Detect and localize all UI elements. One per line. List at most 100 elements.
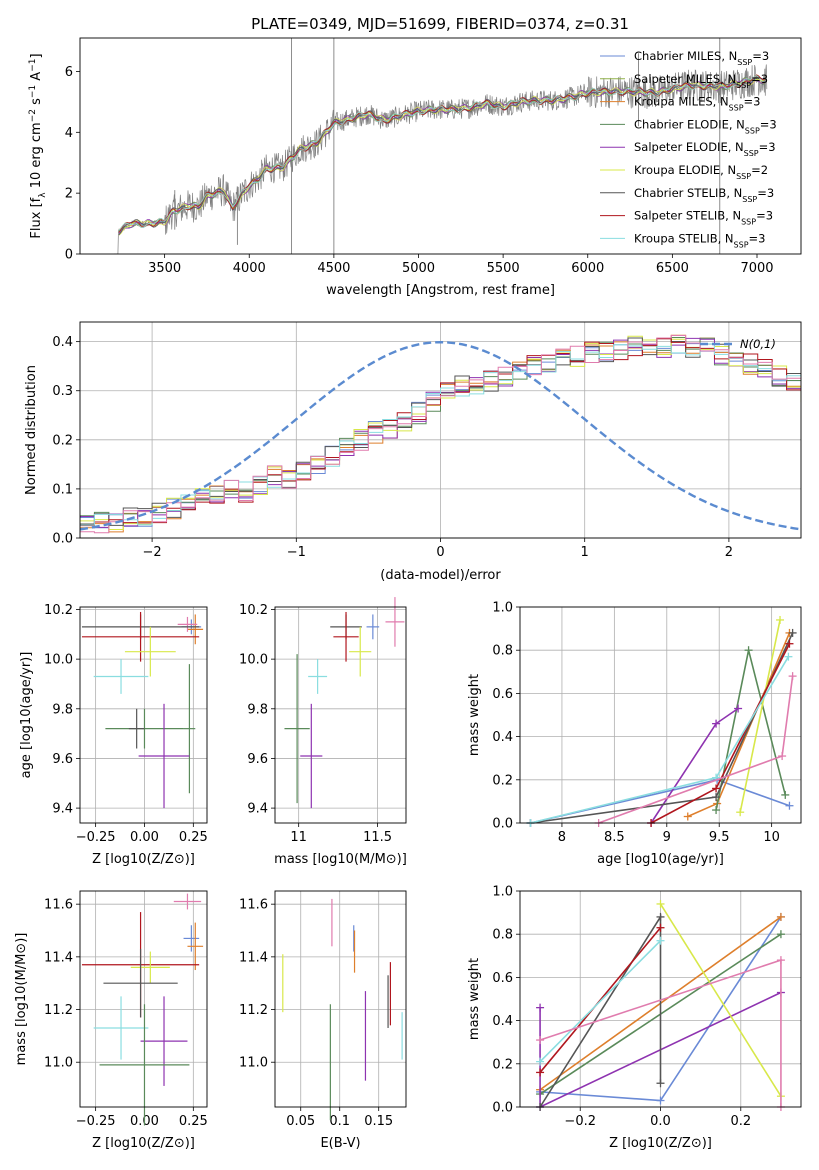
y-tick-label: 0.2 [492,1057,513,1072]
x-tick-label: 11 [290,830,307,845]
axes-frame [519,890,802,1108]
weight-line [659,903,782,1097]
x-axis-label: Z [log10(Z/Z⊙)] [609,1136,712,1151]
y-tick-label: 0 [65,248,73,263]
legend-label: Chabrier STELIB, NSSP=3 [634,186,774,204]
x-tick-label: 5000 [402,261,435,276]
weight-line [530,656,790,824]
y-axis-label: age [log10(age/yr)] [19,652,34,779]
x-tick-label: −1 [287,545,306,560]
x-tick-label: 0.25 [179,1114,208,1129]
axes-age_vs_mass: 11 11.5 9.4 9.6 9.8 10.0 10.2 mass [log10(M/M⊙)… [239,597,407,867]
legend-label: Kroupa STELIB, NSSP=3 [634,231,765,249]
x-tick-label: 0.05 [286,1114,315,1129]
y-tick-label: 1.0 [492,885,513,900]
y-tick-label: 11.6 [44,898,73,913]
axes-residuals: −2 −1 0 1 2 0.0 0.1 0.2 0.3 0.4 (data-model)/error… [24,321,802,583]
y-tick-label: 10.2 [44,603,73,618]
y-tick-label: 6 [65,65,73,80]
y-tick-label: 0.4 [492,1014,513,1029]
x-tick-label: 8 [558,830,566,845]
x-tick-label: 3500 [148,261,181,276]
x-tick-label: 0.2 [730,1114,751,1129]
figure-title: PLATE=0349, MJD=51699, FIBERID=0374, z=0… [251,15,629,33]
model-curve [118,75,765,231]
x-tick-label: −0.25 [76,1114,116,1129]
y-tick-label: 11.0 [239,1056,268,1071]
y-axis-label: mass weight [467,674,482,756]
axes-frame [274,606,407,824]
model-curve [118,78,766,234]
x-tick-label: 4000 [233,261,266,276]
y-tick-label: 9.6 [247,752,268,767]
spectrum-plot-area [113,38,768,254]
y-tick-label: 9.4 [52,802,73,817]
axes-frame [274,890,407,1108]
x-axis-label: Z [log10(Z/Z⊙)] [92,1136,195,1151]
axes-frame [519,606,802,824]
y-tick-label: 4 [65,126,73,141]
y-tick-label: 0.6 [492,971,513,986]
y-tick-label: 11.0 [44,1056,73,1071]
hist-plot-area [80,334,801,538]
y-tick-label: 0.4 [492,730,513,745]
x-axis-label: wavelength [Angstrom, rest frame] [326,283,555,298]
legend-label: Salpeter ELODIE, NSSP=3 [634,140,776,158]
x-tick-label: 8.5 [604,830,625,845]
y-tick-label: 11.4 [44,950,73,965]
y-tick-label: 11.4 [239,950,268,965]
x-tick-label: 11.5 [363,830,392,845]
spectrum-data [113,64,768,254]
y-tick-label: 0.1 [52,482,73,497]
axes-spectrum: 3500 4000 4500 5000 5500 6000 6500 7000 0 2 4 6 wave… [28,37,802,298]
y-axis-label: mass [log10(M/M⊙)] [14,933,29,1066]
y-tick-label: 10.0 [239,653,268,668]
y-tick-label: 2 [65,187,73,202]
x-tick-label: 10 [763,830,780,845]
weight-line [687,632,791,818]
x-tick-label: 6000 [571,261,604,276]
y-tick-label: 0.0 [52,532,73,547]
x-tick-label: −0.2 [564,1114,596,1129]
y-tick-label: 0.0 [492,817,513,832]
model-curve [118,78,766,236]
weight-line [539,940,662,1063]
y-tick-label: 11.6 [239,898,268,913]
legend-label: Chabrier MILES, NSSP=3 [634,49,769,67]
x-tick-label: 0 [436,545,444,560]
y-tick-label: 10.2 [239,603,268,618]
y-tick-label: 11.2 [44,1003,73,1018]
y-tick-label: 0.8 [492,928,513,943]
y-axis-label: mass weight [467,958,482,1040]
x-tick-label: 2 [725,545,733,560]
legend-label: Kroupa ELODIE, NSSP=2 [634,163,768,181]
y-tick-label: 0.0 [492,1101,513,1116]
axes-weight_vs_age: 8 8.5 9 9.5 10 0.0 0.2 0.4 0.6 0.8 1.0 age [log10(a… [467,601,802,867]
y-tick-label: 9.4 [247,802,268,817]
axes-age_vs_Z: −0.25 0.00 0.25 9.4 9.6 9.8 10.0 10.2 Z [log10(Z… [19,603,208,867]
x-tick-label: 6500 [656,261,689,276]
y-tick-label: 11.2 [239,1003,268,1018]
y-tick-label: 10.0 [44,653,73,668]
x-tick-label: 7000 [740,261,773,276]
legend-label: Salpeter STELIB, NSSP=3 [634,209,773,227]
y-tick-label: 1.0 [492,601,513,616]
x-tick-label: 9.5 [709,830,730,845]
axes-mass_vs_EBV: 0.05 0.1 0.15 11.0 11.2 11.4 11.6 E(B-V) [239,890,407,1151]
y-tick-label: 0.2 [492,773,513,788]
y-tick-label: 9.8 [247,702,268,717]
x-axis-label: (data-model)/error [380,568,501,583]
x-tick-label: 5500 [487,261,520,276]
histogram-step [80,343,801,538]
x-tick-label: 0.0 [650,1114,671,1129]
x-tick-label: 1 [581,545,589,560]
x-axis-label: E(B-V) [320,1136,360,1151]
y-tick-label: 0.6 [492,687,513,702]
y-tick-label: 0.4 [52,335,73,350]
x-axis-label: mass [log10(M/M⊙)] [274,852,407,867]
weight-line [530,632,794,824]
axes-frame [79,321,802,539]
histogram-step [80,337,801,538]
